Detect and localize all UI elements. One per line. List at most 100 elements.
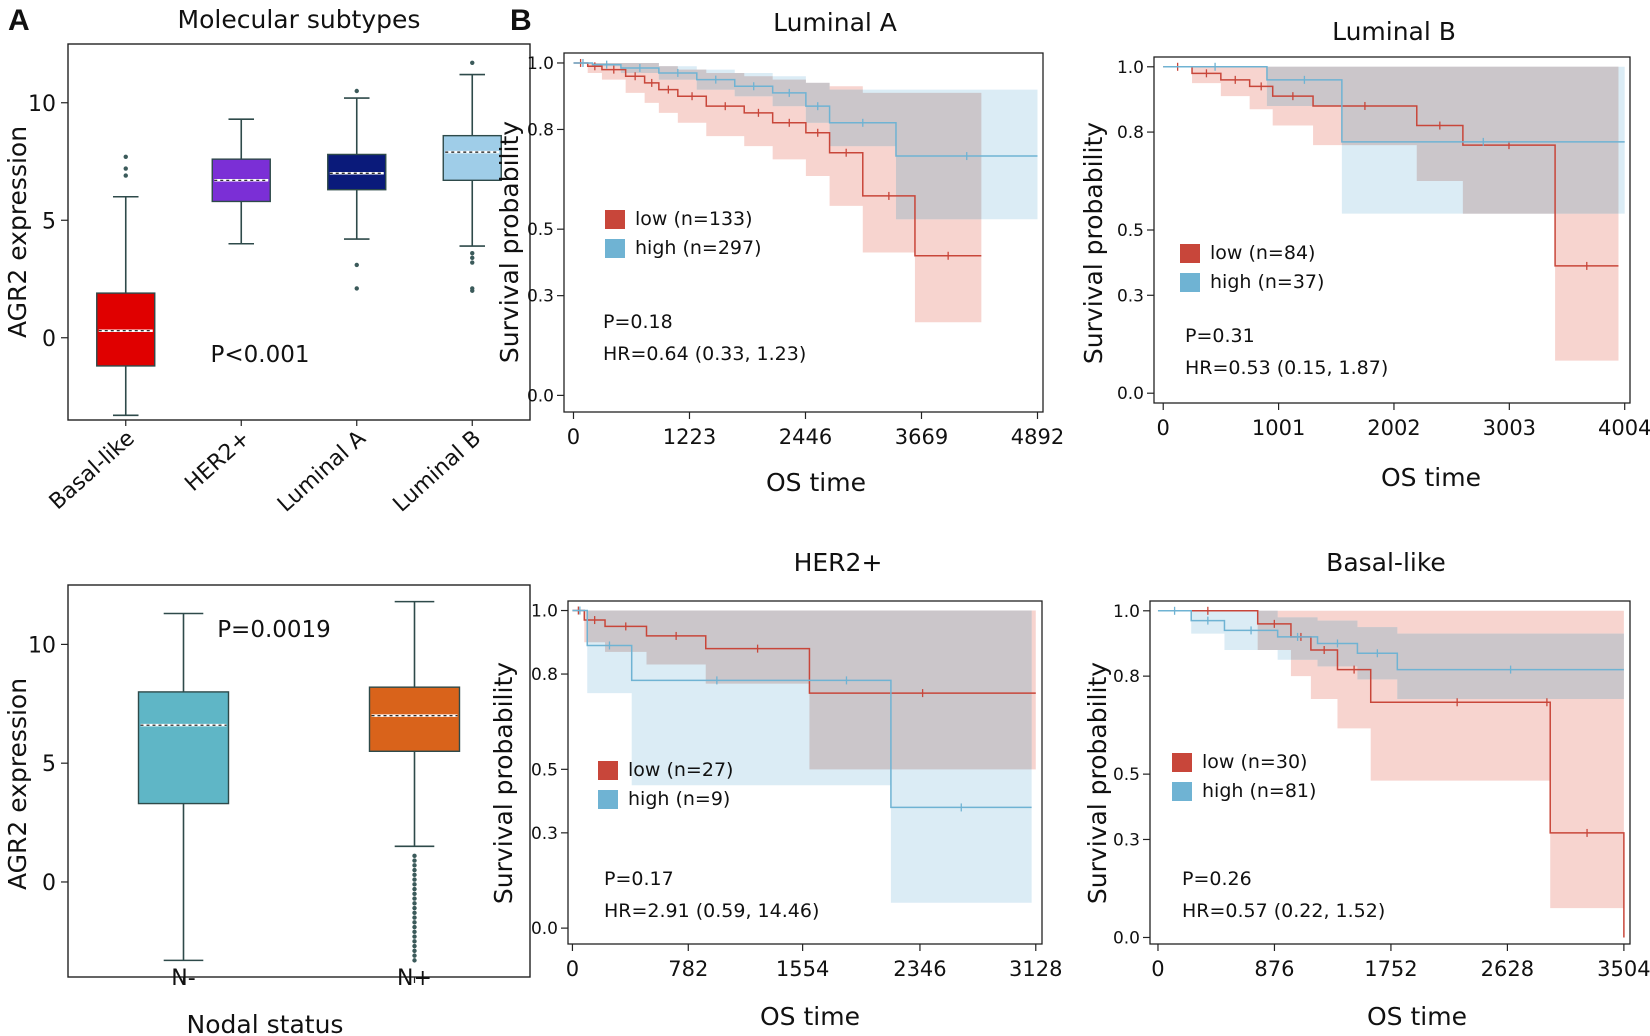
outlier-point bbox=[412, 891, 417, 897]
outlier-point bbox=[354, 262, 359, 268]
box-luminal-b bbox=[442, 60, 502, 293]
y-tick-label: 0.8 bbox=[1117, 123, 1144, 143]
outlier-point bbox=[354, 88, 359, 94]
box-iqr bbox=[137, 691, 230, 805]
confidence-band-overlap bbox=[1163, 66, 1619, 214]
legend-swatch-high bbox=[598, 790, 618, 809]
outlier-point bbox=[470, 288, 475, 293]
outlier-point bbox=[412, 929, 417, 935]
outlier-point bbox=[412, 858, 417, 863]
plot-frame bbox=[67, 43, 531, 421]
y-tick-label: 0.3 bbox=[1113, 830, 1140, 850]
y-tick-label: 0.3 bbox=[1117, 286, 1144, 306]
y-tick-label: 0.5 bbox=[531, 760, 558, 780]
survival-line-low bbox=[572, 609, 1036, 694]
box-n bbox=[137, 612, 230, 962]
legend-label-high: high (n=9) bbox=[628, 788, 730, 810]
y-tick-label: 0.8 bbox=[1113, 667, 1140, 687]
y-tick-label: 0.0 bbox=[1113, 928, 1140, 948]
x-tick-label: 0 bbox=[566, 957, 579, 981]
hazard-ratio-annotation: HR=2.91 (0.59, 14.46) bbox=[604, 900, 819, 922]
outlier-point bbox=[412, 915, 417, 920]
legend-swatch-high bbox=[1180, 273, 1200, 292]
y-axis-label: Survival probability bbox=[489, 662, 518, 904]
legend-swatch-high bbox=[1172, 782, 1192, 801]
x-axis-label: OS time bbox=[1367, 1002, 1467, 1031]
y-axis-label: Survival probability bbox=[1079, 122, 1108, 364]
y-tick-label: 0.0 bbox=[531, 919, 558, 939]
x-tick-label: 2628 bbox=[1481, 957, 1534, 981]
chart-title: Luminal B bbox=[1332, 17, 1456, 46]
x-axis-label: OS time bbox=[766, 468, 866, 497]
chart-title: Luminal A bbox=[773, 8, 897, 37]
y-tick-label: 0.8 bbox=[527, 120, 554, 140]
outlier-point bbox=[412, 901, 417, 906]
outlier-point bbox=[123, 166, 128, 171]
x-tick-label: 3128 bbox=[1009, 957, 1062, 981]
outlier-point bbox=[412, 953, 417, 958]
y-tick-label: 1.0 bbox=[531, 602, 558, 622]
confidence-band-overlap bbox=[573, 62, 982, 220]
y-tick-label: 0.5 bbox=[1113, 765, 1140, 785]
y-tick-label: 0.0 bbox=[527, 386, 554, 406]
plot-frame bbox=[563, 52, 1044, 413]
confidence-band-overlap bbox=[572, 610, 1032, 770]
legend-label-high: high (n=37) bbox=[1210, 271, 1324, 293]
y-tick-label: 0.5 bbox=[527, 220, 554, 240]
x-tick-label: 2346 bbox=[893, 957, 946, 981]
y-tick-label: 10 bbox=[28, 92, 56, 117]
hazard-ratio-annotation: HR=0.64 (0.33, 1.23) bbox=[603, 343, 806, 365]
plot-frame bbox=[67, 584, 531, 978]
p-value-annotation: P=0.26 bbox=[1182, 868, 1252, 890]
chart-km-luminal-b: 0.0 0.3 0.5 0.8 1.0 0 1001 2002 3003 4004 Luminal … bbox=[1079, 17, 1650, 492]
box-n bbox=[368, 600, 461, 963]
outlier-point bbox=[412, 934, 417, 939]
x-tick-label: 2002 bbox=[1367, 416, 1420, 440]
x-tick-label: 3504 bbox=[1597, 957, 1650, 981]
legend-label-low: low (n=27) bbox=[628, 759, 733, 781]
outlier-point bbox=[412, 882, 417, 887]
outlier-point bbox=[412, 867, 417, 873]
panel-label-b: B bbox=[510, 4, 532, 37]
p-value-annotation: P=0.0019 bbox=[217, 617, 331, 643]
outlier-point bbox=[412, 886, 417, 892]
y-tick-label: 0 bbox=[42, 327, 56, 352]
y-tick-label: 0.0 bbox=[1117, 384, 1144, 404]
x-axis-label: OS time bbox=[1381, 463, 1481, 492]
legend-swatch-low bbox=[1180, 244, 1200, 263]
x-category-label: Basal-like bbox=[45, 426, 140, 515]
hazard-ratio-annotation: HR=0.53 (0.15, 1.87) bbox=[1185, 357, 1388, 379]
y-axis-label: AGR2 expression bbox=[3, 678, 32, 890]
chart-nodal-status: AGR2 expression 0 5 10 N- N+ P=0.0019 Nodal sta… bbox=[3, 584, 531, 1036]
outlier-point bbox=[412, 863, 417, 868]
p-value-annotation: P<0.001 bbox=[211, 342, 310, 368]
p-value-annotation: P=0.17 bbox=[604, 868, 674, 890]
confidence-band-overlap bbox=[1157, 610, 1624, 699]
y-tick-label: 0.8 bbox=[531, 665, 558, 685]
x-tick-label: 2446 bbox=[779, 425, 832, 449]
y-tick-label: 1.0 bbox=[1117, 58, 1144, 78]
outlier-point bbox=[412, 853, 417, 859]
outlier-point bbox=[412, 910, 417, 916]
outlier-point bbox=[412, 872, 417, 878]
outlier-point bbox=[412, 948, 417, 954]
y-tick-label: 0 bbox=[42, 871, 56, 896]
chart-title: Molecular subtypes bbox=[178, 5, 421, 34]
legend-swatch-high bbox=[605, 239, 625, 258]
outlier-point bbox=[470, 60, 475, 65]
x-category-label: N- bbox=[171, 966, 195, 991]
box-iqr bbox=[442, 134, 502, 181]
x-tick-label: 876 bbox=[1254, 957, 1294, 981]
x-tick-label: 3669 bbox=[895, 425, 948, 449]
outlier-point bbox=[412, 920, 417, 925]
x-tick-label: 1223 bbox=[663, 425, 716, 449]
legend-swatch-low bbox=[605, 210, 625, 229]
x-tick-label: 1001 bbox=[1252, 416, 1305, 440]
x-axis-label: OS time bbox=[760, 1002, 860, 1031]
chart-km-her2: 0.0 0.3 0.5 0.8 1.0 0 782 1554 2346 3128 HER2+ Surv… bbox=[489, 548, 1063, 1031]
x-tick-label: 4004 bbox=[1598, 416, 1650, 440]
legend-label-high: high (n=81) bbox=[1202, 780, 1316, 802]
legend-label-low: low (n=133) bbox=[635, 208, 753, 230]
plot-frame bbox=[1149, 600, 1631, 945]
